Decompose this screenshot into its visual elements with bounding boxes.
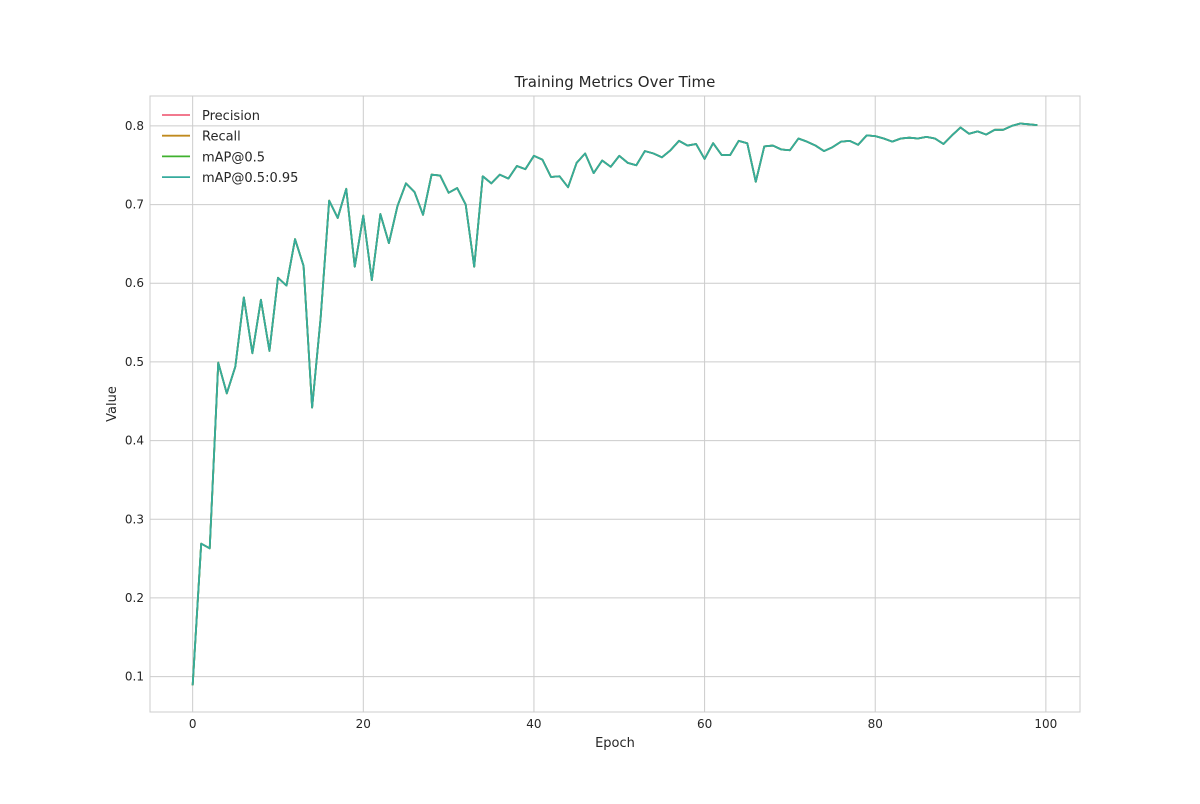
legend-label: mAP@0.5:0.95 <box>202 171 298 186</box>
x-tick-label: 40 <box>526 717 541 731</box>
y-axis-label: Value <box>105 386 120 422</box>
x-tick-label: 0 <box>189 717 197 731</box>
series-line-2 <box>191 122 1038 686</box>
y-tick-label: 0.3 <box>125 512 144 526</box>
x-axis-label: Epoch <box>595 736 635 751</box>
series-line-3 <box>191 122 1038 686</box>
y-tick-label: 0.4 <box>125 434 144 448</box>
y-tick-label: 0.8 <box>125 119 144 133</box>
series-line-4 <box>191 122 1038 686</box>
x-tick-label: 100 <box>1034 717 1057 731</box>
plot-frame <box>149 95 1081 713</box>
x-tick-label: 60 <box>697 717 712 731</box>
y-tick-label: 0.7 <box>125 198 144 212</box>
grid <box>150 96 1080 712</box>
y-axis-ticks: 0.1 0.2 0.3 0.4 0.5 0.6 0.7 0.8 <box>125 119 144 684</box>
x-tick-label: 80 <box>868 717 883 731</box>
y-tick-label: 0.5 <box>125 355 144 369</box>
y-tick-label: 0.2 <box>125 591 144 605</box>
series-lines <box>191 122 1038 686</box>
series-line-1 <box>191 122 1038 686</box>
chart-title: Training Metrics Over Time <box>514 73 716 91</box>
x-axis-ticks: 0 20 40 60 80 100 <box>189 717 1057 731</box>
y-tick-label: 0.6 <box>125 276 144 290</box>
y-tick-label: 0.1 <box>125 670 144 684</box>
x-tick-label: 20 <box>356 717 371 731</box>
legend-label: mAP@0.5 <box>202 150 265 165</box>
legend-label: Precision <box>202 109 260 124</box>
legend-label: Recall <box>202 130 241 145</box>
legend: Precision Recall mAP@0.5 mAP@0.5:0.95 <box>162 109 298 186</box>
